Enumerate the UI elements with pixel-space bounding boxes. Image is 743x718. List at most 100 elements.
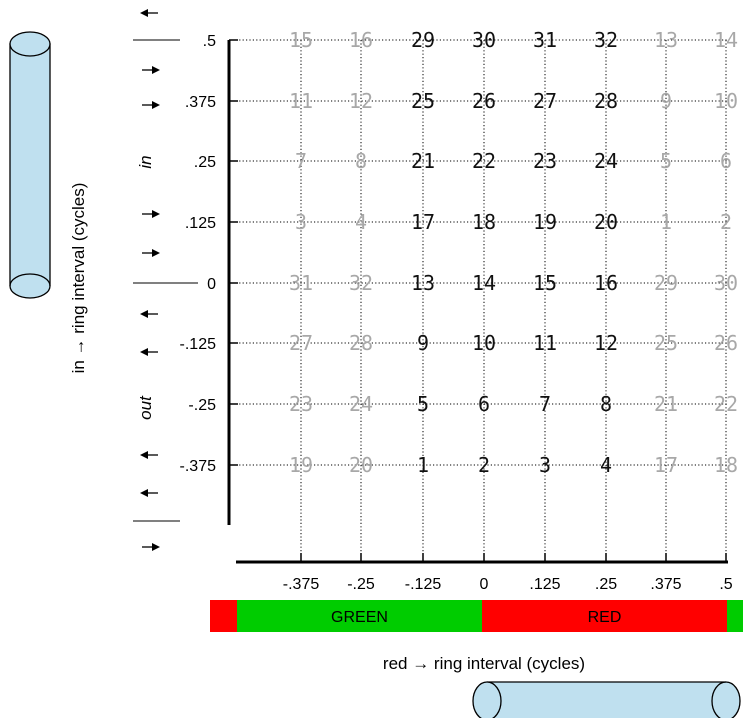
y-tick-label: .5 — [203, 33, 216, 50]
arrow-right-icon — [142, 249, 160, 257]
grid-cell-number: 3 — [539, 453, 551, 477]
grid-cell-number: 16 — [594, 271, 618, 295]
arrow-right-icon — [142, 66, 160, 74]
grid-cell-number: 26 — [714, 331, 738, 355]
arrow-left-icon — [140, 489, 158, 497]
grid-cell-number: 18 — [472, 210, 496, 234]
grid-cell-number: 4 — [355, 210, 367, 234]
color-band — [237, 600, 482, 632]
grid-cell-number: 14 — [472, 271, 496, 295]
x-tick-label: -.125 — [405, 576, 442, 593]
horizontal-cylinder-icon — [472, 681, 741, 718]
grid-cell-number: 15 — [533, 271, 557, 295]
grid-cell-number: 32 — [594, 28, 618, 52]
color-band — [727, 600, 743, 632]
grid-cell-number: 29 — [411, 28, 435, 52]
grid-cell-number: 30 — [714, 271, 738, 295]
grid-cell-number: 19 — [533, 210, 557, 234]
arrow-left-icon — [140, 9, 158, 17]
color-band-label: GREEN — [331, 609, 388, 626]
grid-cell-number: 10 — [472, 331, 496, 355]
grid-cell-number: 21 — [411, 149, 435, 173]
x-axis-title: red → ring interval (cycles) — [383, 654, 585, 673]
y-tick-label: .375 — [185, 94, 216, 111]
y-region-out-label: out — [136, 395, 155, 420]
grid-cell-number: 4 — [600, 453, 612, 477]
grid-cell-number: 15 — [289, 28, 313, 52]
grid-cell-number: 26 — [472, 89, 496, 113]
grid-cell-number: 10 — [714, 89, 738, 113]
grid-cell-number: 27 — [289, 331, 313, 355]
grid-cell-number: 11 — [533, 331, 557, 355]
direction-arrows — [140, 9, 160, 551]
grid-cell-number: 2 — [478, 453, 490, 477]
y-tick-label: -.375 — [180, 458, 217, 475]
arrow-right-icon — [142, 101, 160, 109]
grid-cell-number: 22 — [714, 392, 738, 416]
grid-cell-number: 25 — [654, 331, 678, 355]
grid-cell-number: 6 — [478, 392, 490, 416]
x-tick-label: -.375 — [283, 576, 320, 593]
grid-cell-number: 23 — [533, 149, 557, 173]
grid-cell-number: 20 — [594, 210, 618, 234]
grid-cell-number: 29 — [654, 271, 678, 295]
grid-cell-number: 20 — [349, 453, 373, 477]
grid-cell-number: 13 — [411, 271, 435, 295]
grid-cell-number: 9 — [660, 89, 672, 113]
y-tick-label: .125 — [185, 215, 216, 232]
color-band — [210, 600, 237, 632]
grid-cell-number: 30 — [472, 28, 496, 52]
color-band-bar: GREEN RED — [210, 600, 743, 632]
grid-cell-number: 5 — [660, 149, 672, 173]
y-axis-ticks: .5 .375 .25 .125 0 -.125 -.25 -.375 — [180, 33, 238, 475]
x-axis-ticks: -.375 -.25 -.125 0 .125 .25 .375 .5 — [283, 553, 733, 593]
x-tick-label: .125 — [529, 576, 560, 593]
grid-cell-number: 8 — [355, 149, 367, 173]
grid-cell-number: 3 — [295, 210, 307, 234]
grid-cell-number: 7 — [539, 392, 551, 416]
grid-cell-number: 22 — [472, 149, 496, 173]
gridlines — [229, 39, 728, 562]
grid-cell-number: 8 — [600, 392, 612, 416]
color-band — [482, 600, 727, 632]
x-tick-label: .5 — [719, 576, 732, 593]
grid-cell-number: 31 — [289, 271, 313, 295]
grid-cell-number: 27 — [533, 89, 557, 113]
grid-cell-number: 25 — [411, 89, 435, 113]
arrow-left-icon — [140, 451, 158, 459]
grid-cell-number: 24 — [349, 392, 373, 416]
vertical-cylinder-icon — [9, 31, 51, 299]
grid-cell-number: 14 — [714, 28, 738, 52]
y-region-in-label: in — [136, 155, 155, 168]
grid-cell-number: 16 — [349, 28, 373, 52]
grid-cell-number: 31 — [533, 28, 557, 52]
grid-cell-number: 11 — [289, 89, 313, 113]
arrow-left-icon — [140, 348, 158, 356]
grid-cell-number: 32 — [349, 271, 373, 295]
y-tick-label: 0 — [207, 276, 216, 293]
grid-cell-number: 7 — [295, 149, 307, 173]
arrow-right-icon — [142, 543, 160, 551]
grid-cell-number: 28 — [594, 89, 618, 113]
x-tick-label: 0 — [480, 576, 489, 593]
grid-cell-number: 1 — [660, 210, 672, 234]
grid-cell-number: 21 — [654, 392, 678, 416]
grid-cell-number: 9 — [417, 331, 429, 355]
y-tick-label: .25 — [194, 154, 216, 171]
grid-cell-number: 18 — [714, 453, 738, 477]
arrow-left-icon — [140, 310, 158, 318]
y-tick-label: -.125 — [180, 336, 217, 353]
grid-cell-number: 1 — [417, 453, 429, 477]
grid-cell-number: 5 — [417, 392, 429, 416]
grid-cell-number: 12 — [594, 331, 618, 355]
x-tick-label: .25 — [595, 576, 617, 593]
grid-cell-number: 17 — [411, 210, 435, 234]
grid-cell-number: 12 — [349, 89, 373, 113]
grid-cell-number: 6 — [720, 149, 732, 173]
grid-cell-number: 24 — [594, 149, 618, 173]
x-tick-label: -.25 — [347, 576, 375, 593]
y-axis-title: in → ring interval (cycles) — [69, 183, 88, 374]
y-tick-label: -.25 — [188, 397, 216, 414]
